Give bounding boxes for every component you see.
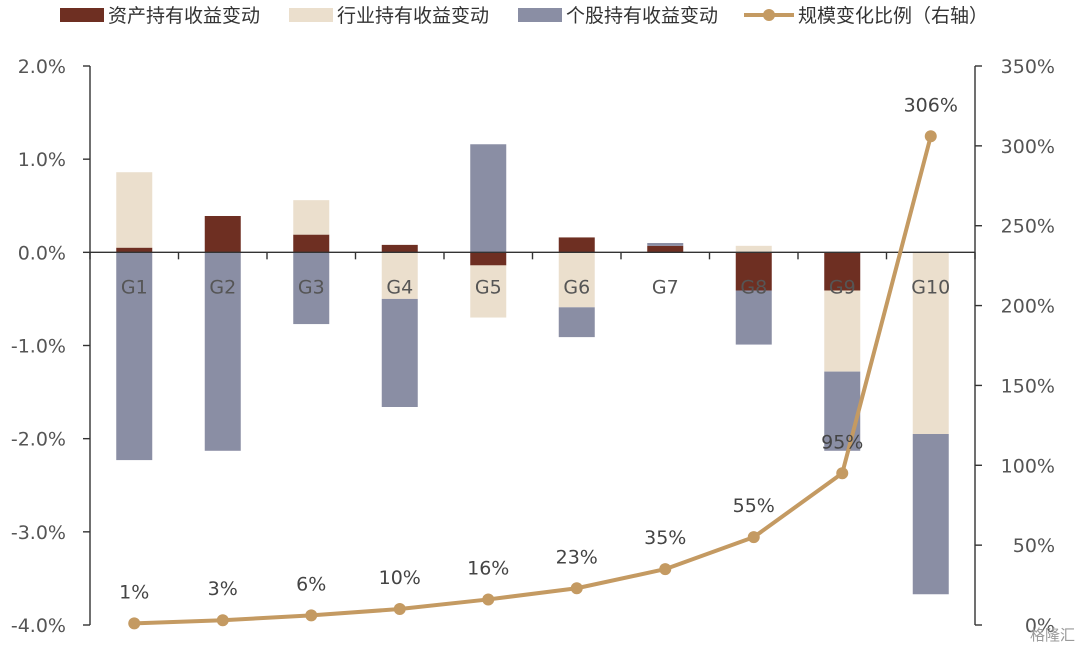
left-axis-tick-label: 1.0% xyxy=(18,149,66,171)
bar-segment xyxy=(470,144,507,253)
scale-change-data-label: 23% xyxy=(556,546,598,568)
zero-line xyxy=(89,251,976,260)
category-label: G8 xyxy=(740,276,767,298)
legend-swatch xyxy=(518,8,562,22)
scale-change-point xyxy=(836,467,849,480)
category-label: G2 xyxy=(209,276,236,298)
category-labels: G1 G2 G3 G4 G5 G6 G7 G8 G9 G10 xyxy=(121,276,950,298)
scale-change-data-label: 6% xyxy=(296,573,326,595)
right-axis: 350% 300% 250% 200% 150% 100% 50% 0% xyxy=(974,56,1055,637)
left-axis-tick-label: -2.0% xyxy=(11,429,66,451)
watermark: 格隆汇 xyxy=(1030,626,1075,644)
left-axis-tick-label: 2.0% xyxy=(18,56,66,78)
category-label: G4 xyxy=(386,276,413,298)
left-axis-tick-label: -1.0% xyxy=(11,336,66,358)
category-label: G7 xyxy=(652,276,679,298)
right-axis-tick-label: 300% xyxy=(1001,136,1055,158)
scale-change-point xyxy=(659,563,672,576)
scale-change-point xyxy=(924,130,937,143)
legend-label: 资产持有收益变动 xyxy=(108,5,260,27)
bar-segment xyxy=(824,252,861,291)
category-label: G3 xyxy=(298,276,325,298)
legend: 资产持有收益变动 行业持有收益变动 个股持有收益变动 规模变化比例（右轴） xyxy=(60,5,988,27)
scale-change-data-label: 3% xyxy=(208,578,238,600)
scale-change-data-label: 55% xyxy=(733,495,775,517)
bar-segment xyxy=(293,234,330,253)
scale-change-data-label: 1% xyxy=(119,581,149,603)
scale-change-data-label: 10% xyxy=(379,567,421,589)
category-label: G9 xyxy=(829,276,856,298)
bar-segment xyxy=(558,252,595,308)
scale-change-data-label: 35% xyxy=(644,527,686,549)
bar-segment xyxy=(381,252,418,299)
legend-label: 个股持有收益变动 xyxy=(566,5,718,27)
bar-segment xyxy=(381,298,418,407)
scale-change-point xyxy=(747,531,760,544)
scale-change-point xyxy=(393,603,406,616)
bar-segment xyxy=(647,243,684,246)
bar-segment xyxy=(912,252,949,435)
scale-change-point xyxy=(128,617,141,630)
bar-segment xyxy=(735,252,772,291)
bar-segment xyxy=(116,247,153,253)
watermark-group: 格隆汇 xyxy=(1030,626,1075,644)
left-axis-tick-label: -4.0% xyxy=(11,615,66,637)
category-label: G1 xyxy=(121,276,148,298)
legend-swatch xyxy=(60,8,104,22)
right-axis-tick-label: 50% xyxy=(1013,535,1055,557)
bar-segment xyxy=(470,252,507,266)
right-axis-tick-label: 100% xyxy=(1001,455,1055,477)
category-label: G6 xyxy=(563,276,590,298)
category-label: G5 xyxy=(475,276,502,298)
bar-segment xyxy=(647,245,684,253)
bar-segment xyxy=(558,237,595,253)
bar-segment xyxy=(204,215,241,253)
scale-change-data-label: 306% xyxy=(904,94,958,116)
category-label: G10 xyxy=(911,276,950,298)
bar-segment xyxy=(116,172,153,248)
bar-segment xyxy=(204,252,241,451)
bar-segment xyxy=(824,371,861,451)
scale-change-point xyxy=(216,614,229,627)
bar-segment xyxy=(824,290,861,372)
right-axis-tick-label: 0% xyxy=(1025,615,1055,637)
bar-segment xyxy=(735,245,772,253)
scale-change-line xyxy=(134,135,933,626)
bar-segment xyxy=(558,307,595,338)
legend-label: 行业持有收益变动 xyxy=(337,5,489,27)
legend-swatch-marker xyxy=(763,9,775,21)
bar-segment xyxy=(470,265,507,318)
bar-segment xyxy=(293,200,330,235)
legend-label: 规模变化比例（右轴） xyxy=(798,5,988,27)
bar-segment xyxy=(912,434,949,595)
line-layer: 1% 3% 6% 10% 16% 23% 35% 55% 95% 306% xyxy=(119,94,958,630)
bar-segment xyxy=(381,244,418,253)
bar-segment xyxy=(293,252,330,325)
left-axis-tick-label: -3.0% xyxy=(11,522,66,544)
left-axis: 2.0% 1.0% 0.0% -1.0% -2.0% -3.0% -4.0% xyxy=(11,56,91,637)
scale-change-point xyxy=(305,609,318,622)
scale-change-data-label: 16% xyxy=(467,557,509,579)
right-axis-tick-label: 200% xyxy=(1001,296,1055,318)
bar-segment xyxy=(735,290,772,345)
scale-change-data-label: 95% xyxy=(821,431,863,453)
legend-swatch xyxy=(289,8,333,22)
right-axis-tick-label: 250% xyxy=(1001,216,1055,238)
right-axis-tick-label: 150% xyxy=(1001,375,1055,397)
bar-segment xyxy=(116,252,153,461)
bars-layer xyxy=(116,144,949,595)
scale-change-point xyxy=(482,593,495,606)
left-axis-tick-label: 0.0% xyxy=(18,242,66,264)
scale-change-point xyxy=(570,582,583,595)
right-axis-tick-label: 350% xyxy=(1001,56,1055,78)
